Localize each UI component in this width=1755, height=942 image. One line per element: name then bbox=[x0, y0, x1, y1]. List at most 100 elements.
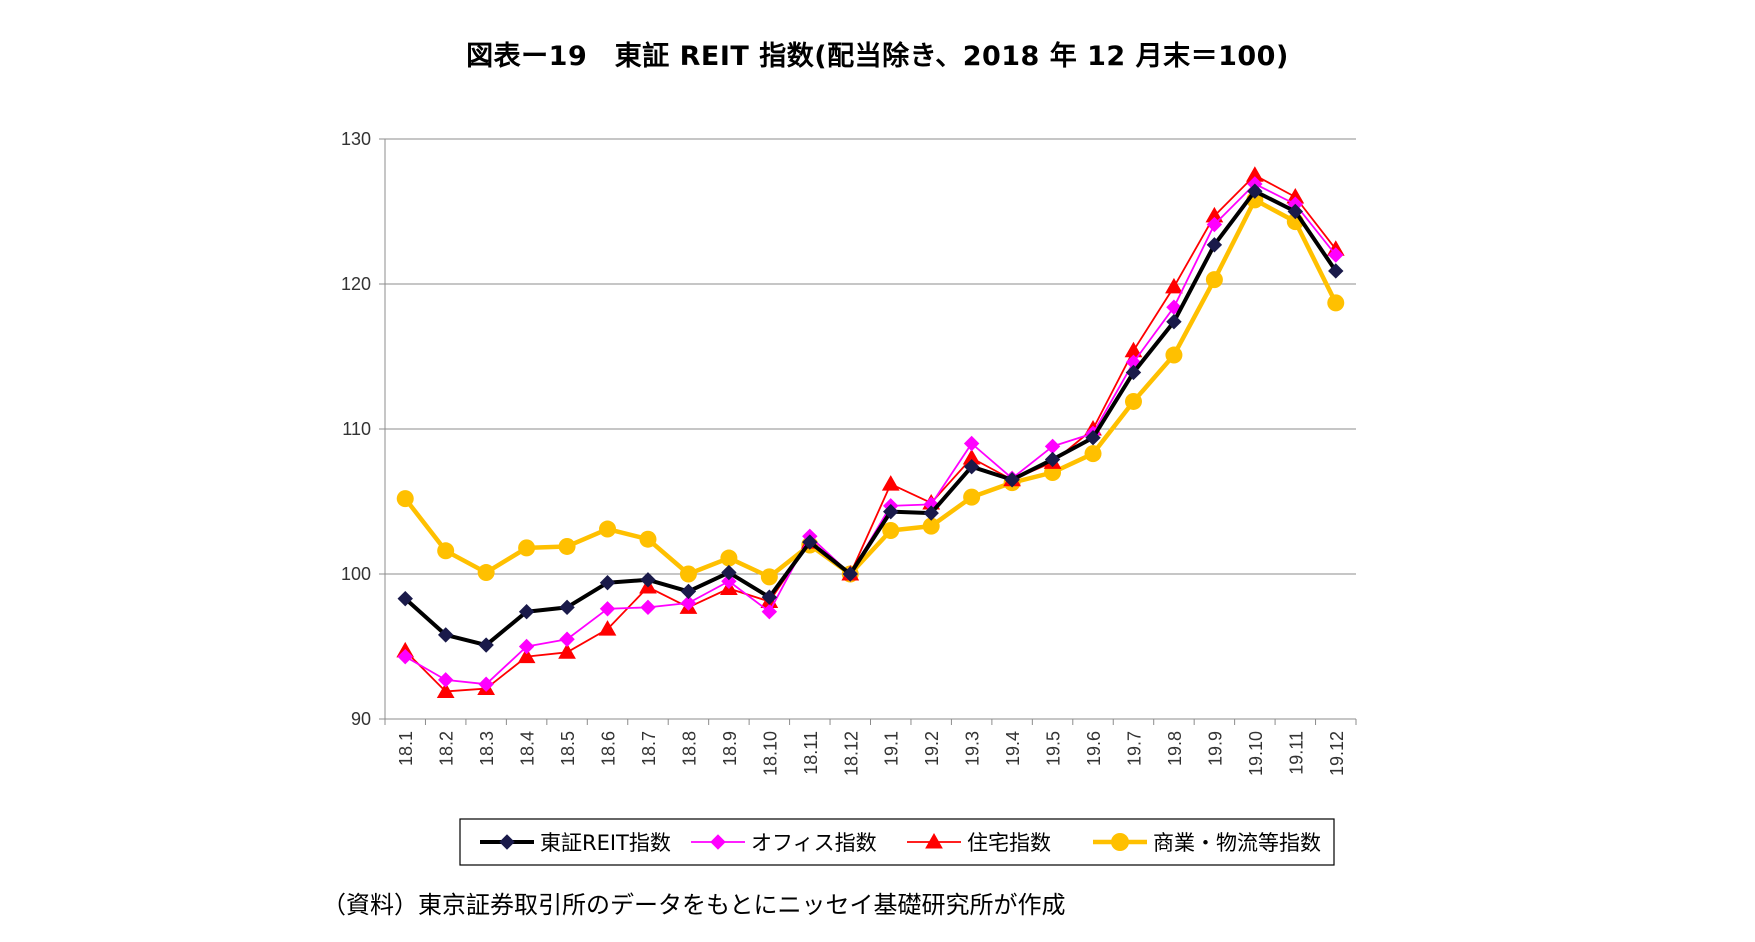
x-tick-label: 19.10 bbox=[1246, 731, 1266, 776]
data-point bbox=[721, 573, 737, 589]
data-point bbox=[1287, 203, 1304, 220]
data-point bbox=[599, 520, 617, 538]
data-point bbox=[436, 682, 455, 698]
data-point bbox=[559, 631, 575, 647]
x-tick-label: 19.12 bbox=[1327, 731, 1347, 776]
data-point bbox=[1084, 445, 1102, 463]
legend-swatch-marker bbox=[499, 834, 515, 850]
series-line-3 bbox=[403, 197, 1338, 580]
data-point bbox=[1165, 346, 1183, 364]
data-point bbox=[397, 590, 413, 607]
data-point bbox=[1125, 364, 1142, 381]
data-point bbox=[478, 637, 494, 653]
data-point bbox=[640, 572, 656, 588]
chart-title: 図表ー19 東証 REIT 指数(配当除き、2018 年 12 月末＝100) bbox=[466, 41, 1289, 72]
legend-label: 商業・物流等指数 bbox=[1153, 831, 1321, 855]
y-axis-tick-labels: 90 100 110 120 130 bbox=[341, 129, 371, 729]
x-tick-label: 18.3 bbox=[477, 731, 497, 766]
legend-item-3: 商業・物流等指数 bbox=[1093, 831, 1321, 855]
x-tick-label: 18.7 bbox=[639, 731, 659, 766]
legend-label: 東証REIT指数 bbox=[540, 831, 671, 855]
series-3 bbox=[396, 191, 1345, 586]
x-tick-label: 19.3 bbox=[963, 731, 983, 766]
data-point bbox=[559, 599, 575, 616]
x-tick-label: 19.2 bbox=[922, 731, 942, 766]
gridlines bbox=[385, 138, 1356, 575]
data-point bbox=[640, 599, 656, 616]
data-point bbox=[639, 530, 657, 548]
legend-swatch-marker bbox=[710, 834, 726, 850]
data-point bbox=[720, 549, 738, 567]
x-tick-label: 18.8 bbox=[679, 731, 699, 766]
data-point bbox=[1328, 263, 1344, 279]
data-point bbox=[518, 638, 535, 655]
legend-swatch-marker bbox=[1111, 833, 1129, 851]
x-tick-label: 18.12 bbox=[841, 731, 861, 776]
data-point bbox=[1004, 472, 1020, 488]
data-point bbox=[518, 603, 535, 620]
source-note: （資料）東京証券取引所のデータをもとにニッセイ基礎研究所が作成 bbox=[322, 891, 1066, 919]
legend-item-1: オフィス指数 bbox=[691, 831, 877, 855]
data-point bbox=[679, 565, 697, 583]
data-point bbox=[1165, 277, 1183, 294]
data-point bbox=[1247, 183, 1263, 199]
y-tick-label: 90 bbox=[351, 709, 371, 729]
legend-swatch-marker bbox=[925, 832, 943, 849]
data-point bbox=[477, 564, 495, 582]
data-point bbox=[881, 475, 900, 491]
data-point bbox=[802, 534, 818, 550]
x-tick-label: 18.2 bbox=[437, 731, 457, 766]
x-tick-label: 18.10 bbox=[760, 731, 780, 776]
data-point bbox=[882, 522, 900, 539]
y-tick-label: 100 bbox=[341, 564, 371, 584]
x-tick-label: 19.7 bbox=[1124, 731, 1144, 766]
data-point bbox=[1044, 451, 1061, 468]
y-tick-label: 110 bbox=[342, 419, 371, 439]
data-point bbox=[558, 643, 576, 659]
legend-item-0: 東証REIT指数 bbox=[480, 831, 671, 855]
x-tick-label: 19.11 bbox=[1286, 731, 1306, 775]
data-point bbox=[680, 595, 697, 611]
legend-label: 住宅指数 bbox=[967, 831, 1051, 855]
y-tick-label: 120 bbox=[341, 274, 371, 294]
data-point bbox=[397, 648, 413, 665]
axes bbox=[379, 138, 1357, 725]
x-tick-label: 18.11 bbox=[801, 731, 821, 775]
legend-box bbox=[459, 818, 1335, 866]
data-point bbox=[1328, 247, 1344, 263]
data-point bbox=[558, 537, 576, 555]
data-point bbox=[883, 503, 899, 520]
data-point bbox=[1166, 313, 1182, 330]
x-tick-label: 18.6 bbox=[599, 731, 619, 766]
data-point bbox=[1124, 392, 1142, 410]
x-tick-label: 19.6 bbox=[1084, 731, 1104, 766]
data-point bbox=[517, 647, 536, 664]
legend-label: オフィス指数 bbox=[751, 831, 877, 855]
data-point bbox=[437, 672, 454, 688]
series-line-0 bbox=[403, 189, 1338, 648]
x-tick-label: 19.5 bbox=[1044, 731, 1064, 766]
series-1 bbox=[397, 176, 1344, 692]
x-tick-label: 18.5 bbox=[558, 731, 578, 766]
data-point bbox=[478, 676, 494, 692]
data-point bbox=[761, 603, 778, 620]
data-point bbox=[963, 488, 981, 506]
data-point bbox=[721, 564, 737, 581]
data-point bbox=[922, 517, 940, 535]
series-lines bbox=[396, 166, 1345, 698]
data-point bbox=[963, 458, 980, 475]
y-tick-label: 130 bbox=[341, 129, 371, 149]
data-point bbox=[761, 589, 778, 605]
data-point bbox=[1206, 237, 1223, 253]
data-point bbox=[598, 620, 617, 636]
data-point bbox=[680, 583, 697, 600]
data-point bbox=[760, 568, 778, 586]
x-tick-label: 19.1 bbox=[882, 731, 902, 766]
data-point bbox=[1206, 216, 1223, 233]
series-2 bbox=[396, 166, 1345, 698]
data-point bbox=[437, 542, 455, 560]
data-point bbox=[842, 566, 858, 582]
x-tick-label: 19.9 bbox=[1205, 731, 1225, 766]
x-tick-label: 19.4 bbox=[1003, 731, 1023, 766]
